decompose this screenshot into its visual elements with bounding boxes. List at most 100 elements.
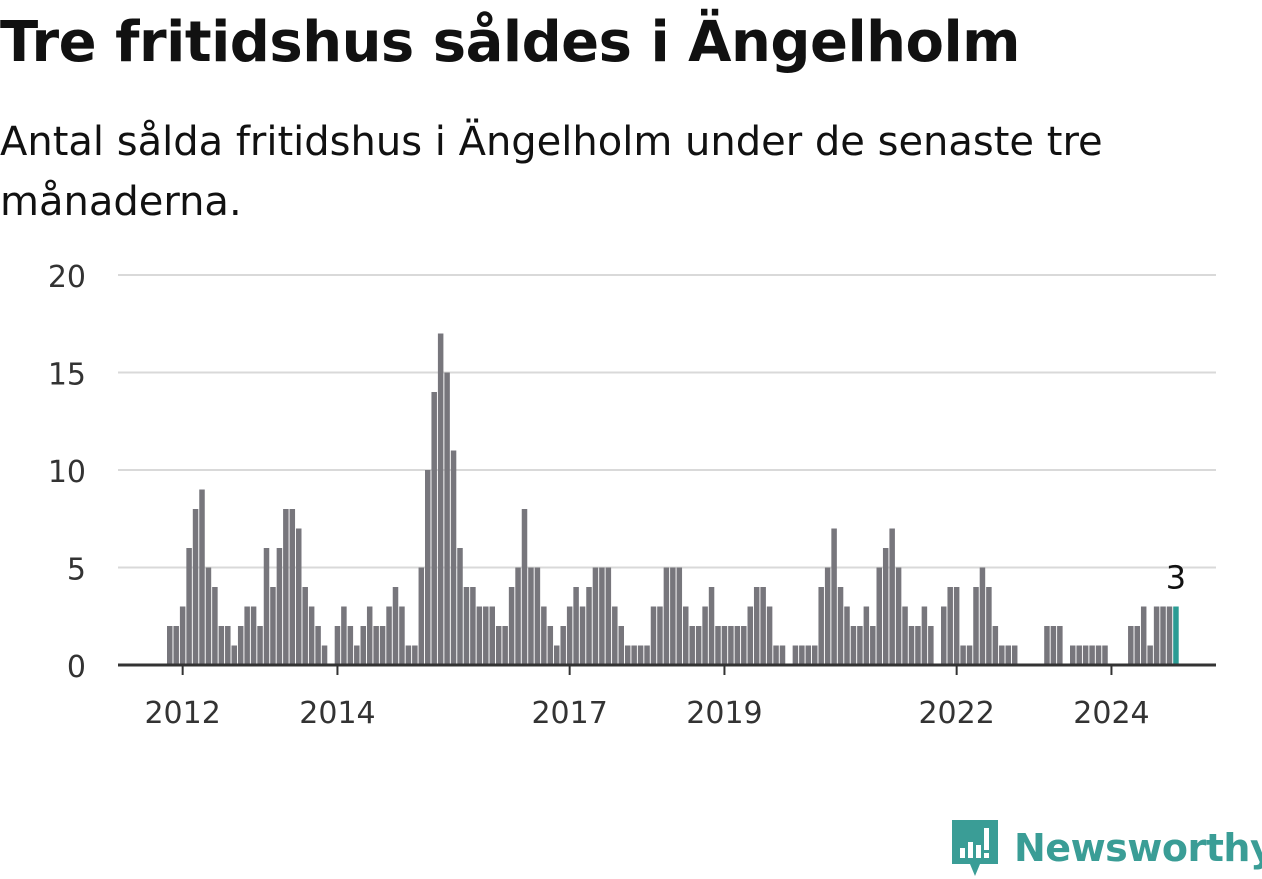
bar (308, 606, 315, 665)
bar (560, 626, 566, 665)
brand-logo: Newsworthy (950, 818, 1262, 878)
x-tick-label: 2017 (531, 696, 607, 731)
bar (270, 587, 276, 665)
bar (347, 626, 354, 665)
bar (547, 626, 554, 665)
page-subtitle: Antal sålda fritidshus i Ängelholm under… (0, 119, 1103, 225)
bar (489, 606, 495, 665)
x-tick-label: 2024 (1073, 696, 1149, 731)
bar (805, 645, 812, 665)
bar (289, 509, 296, 665)
bar (528, 567, 534, 665)
bar (205, 567, 212, 665)
bar (831, 528, 837, 665)
bar (1095, 645, 1102, 665)
bar (670, 567, 676, 665)
bar (1082, 645, 1089, 665)
bar (257, 626, 263, 665)
bar (863, 606, 870, 665)
bar (760, 587, 766, 665)
newsworthy-logo-icon (952, 820, 998, 876)
bar (431, 392, 437, 665)
bar (534, 567, 541, 665)
bar (1044, 626, 1050, 665)
bar (599, 567, 605, 665)
bar (715, 626, 721, 665)
bar (554, 645, 560, 665)
bar (605, 567, 612, 665)
bar (1160, 606, 1166, 665)
bar (1166, 606, 1173, 665)
bar (960, 645, 966, 665)
bar (483, 606, 489, 665)
bar (650, 606, 657, 665)
bar (437, 333, 444, 665)
x-tick-label: 2014 (299, 696, 375, 731)
bar (799, 645, 805, 665)
bar (341, 606, 347, 665)
bar (928, 626, 934, 665)
bar (947, 587, 953, 665)
bar (1011, 645, 1018, 665)
bar (953, 587, 960, 665)
bar (392, 587, 399, 665)
bar (818, 587, 824, 665)
bar (876, 567, 882, 665)
bar (734, 626, 741, 665)
bar (728, 626, 734, 665)
y-tick-label: 15 (48, 358, 86, 393)
bar (1128, 626, 1134, 665)
bar (921, 606, 928, 665)
brand-name: Newsworthy (1014, 826, 1262, 870)
y-tick-label: 10 (48, 455, 86, 490)
last-value-label: 3 (1166, 559, 1186, 597)
bar (870, 626, 876, 665)
page-title: Tre fritidshus såldes i Ängelholm (0, 10, 1021, 75)
y-tick-label: 5 (67, 553, 86, 588)
bar (360, 626, 366, 665)
bar (979, 567, 986, 665)
bar (463, 587, 470, 665)
bar (334, 626, 341, 665)
bar (315, 626, 321, 665)
bar (857, 626, 863, 665)
bar (386, 606, 392, 665)
bar (244, 606, 250, 665)
bar (250, 606, 257, 665)
bar (850, 626, 857, 665)
bar (218, 626, 225, 665)
bar (612, 606, 618, 665)
x-tick-label: 2012 (144, 696, 220, 731)
bar (882, 548, 889, 665)
bar (450, 450, 457, 665)
bar (689, 626, 695, 665)
bar (167, 626, 173, 665)
bar (1147, 645, 1153, 665)
bar (676, 567, 683, 665)
bar (444, 372, 450, 665)
bar (1140, 606, 1147, 665)
bar (457, 548, 463, 665)
bar (502, 626, 508, 665)
bar (418, 567, 425, 665)
y-tick-label: 20 (48, 260, 86, 295)
bar (695, 626, 702, 665)
bar (566, 606, 573, 665)
bar (837, 587, 844, 665)
bar (1076, 645, 1082, 665)
bar (237, 626, 244, 665)
bar (1089, 645, 1095, 665)
bar (586, 587, 592, 665)
bar (379, 626, 386, 665)
bar (366, 606, 373, 665)
bar (225, 626, 231, 665)
gridlines (118, 274, 1216, 569)
bar (973, 587, 979, 665)
x-axis-ticks: 2012 2014 2017 2019 2022 2024 (144, 665, 1150, 731)
bar (992, 626, 999, 665)
bar (683, 606, 689, 665)
bar (263, 548, 270, 665)
bars (167, 333, 1179, 665)
bar-highlight (1173, 606, 1179, 665)
